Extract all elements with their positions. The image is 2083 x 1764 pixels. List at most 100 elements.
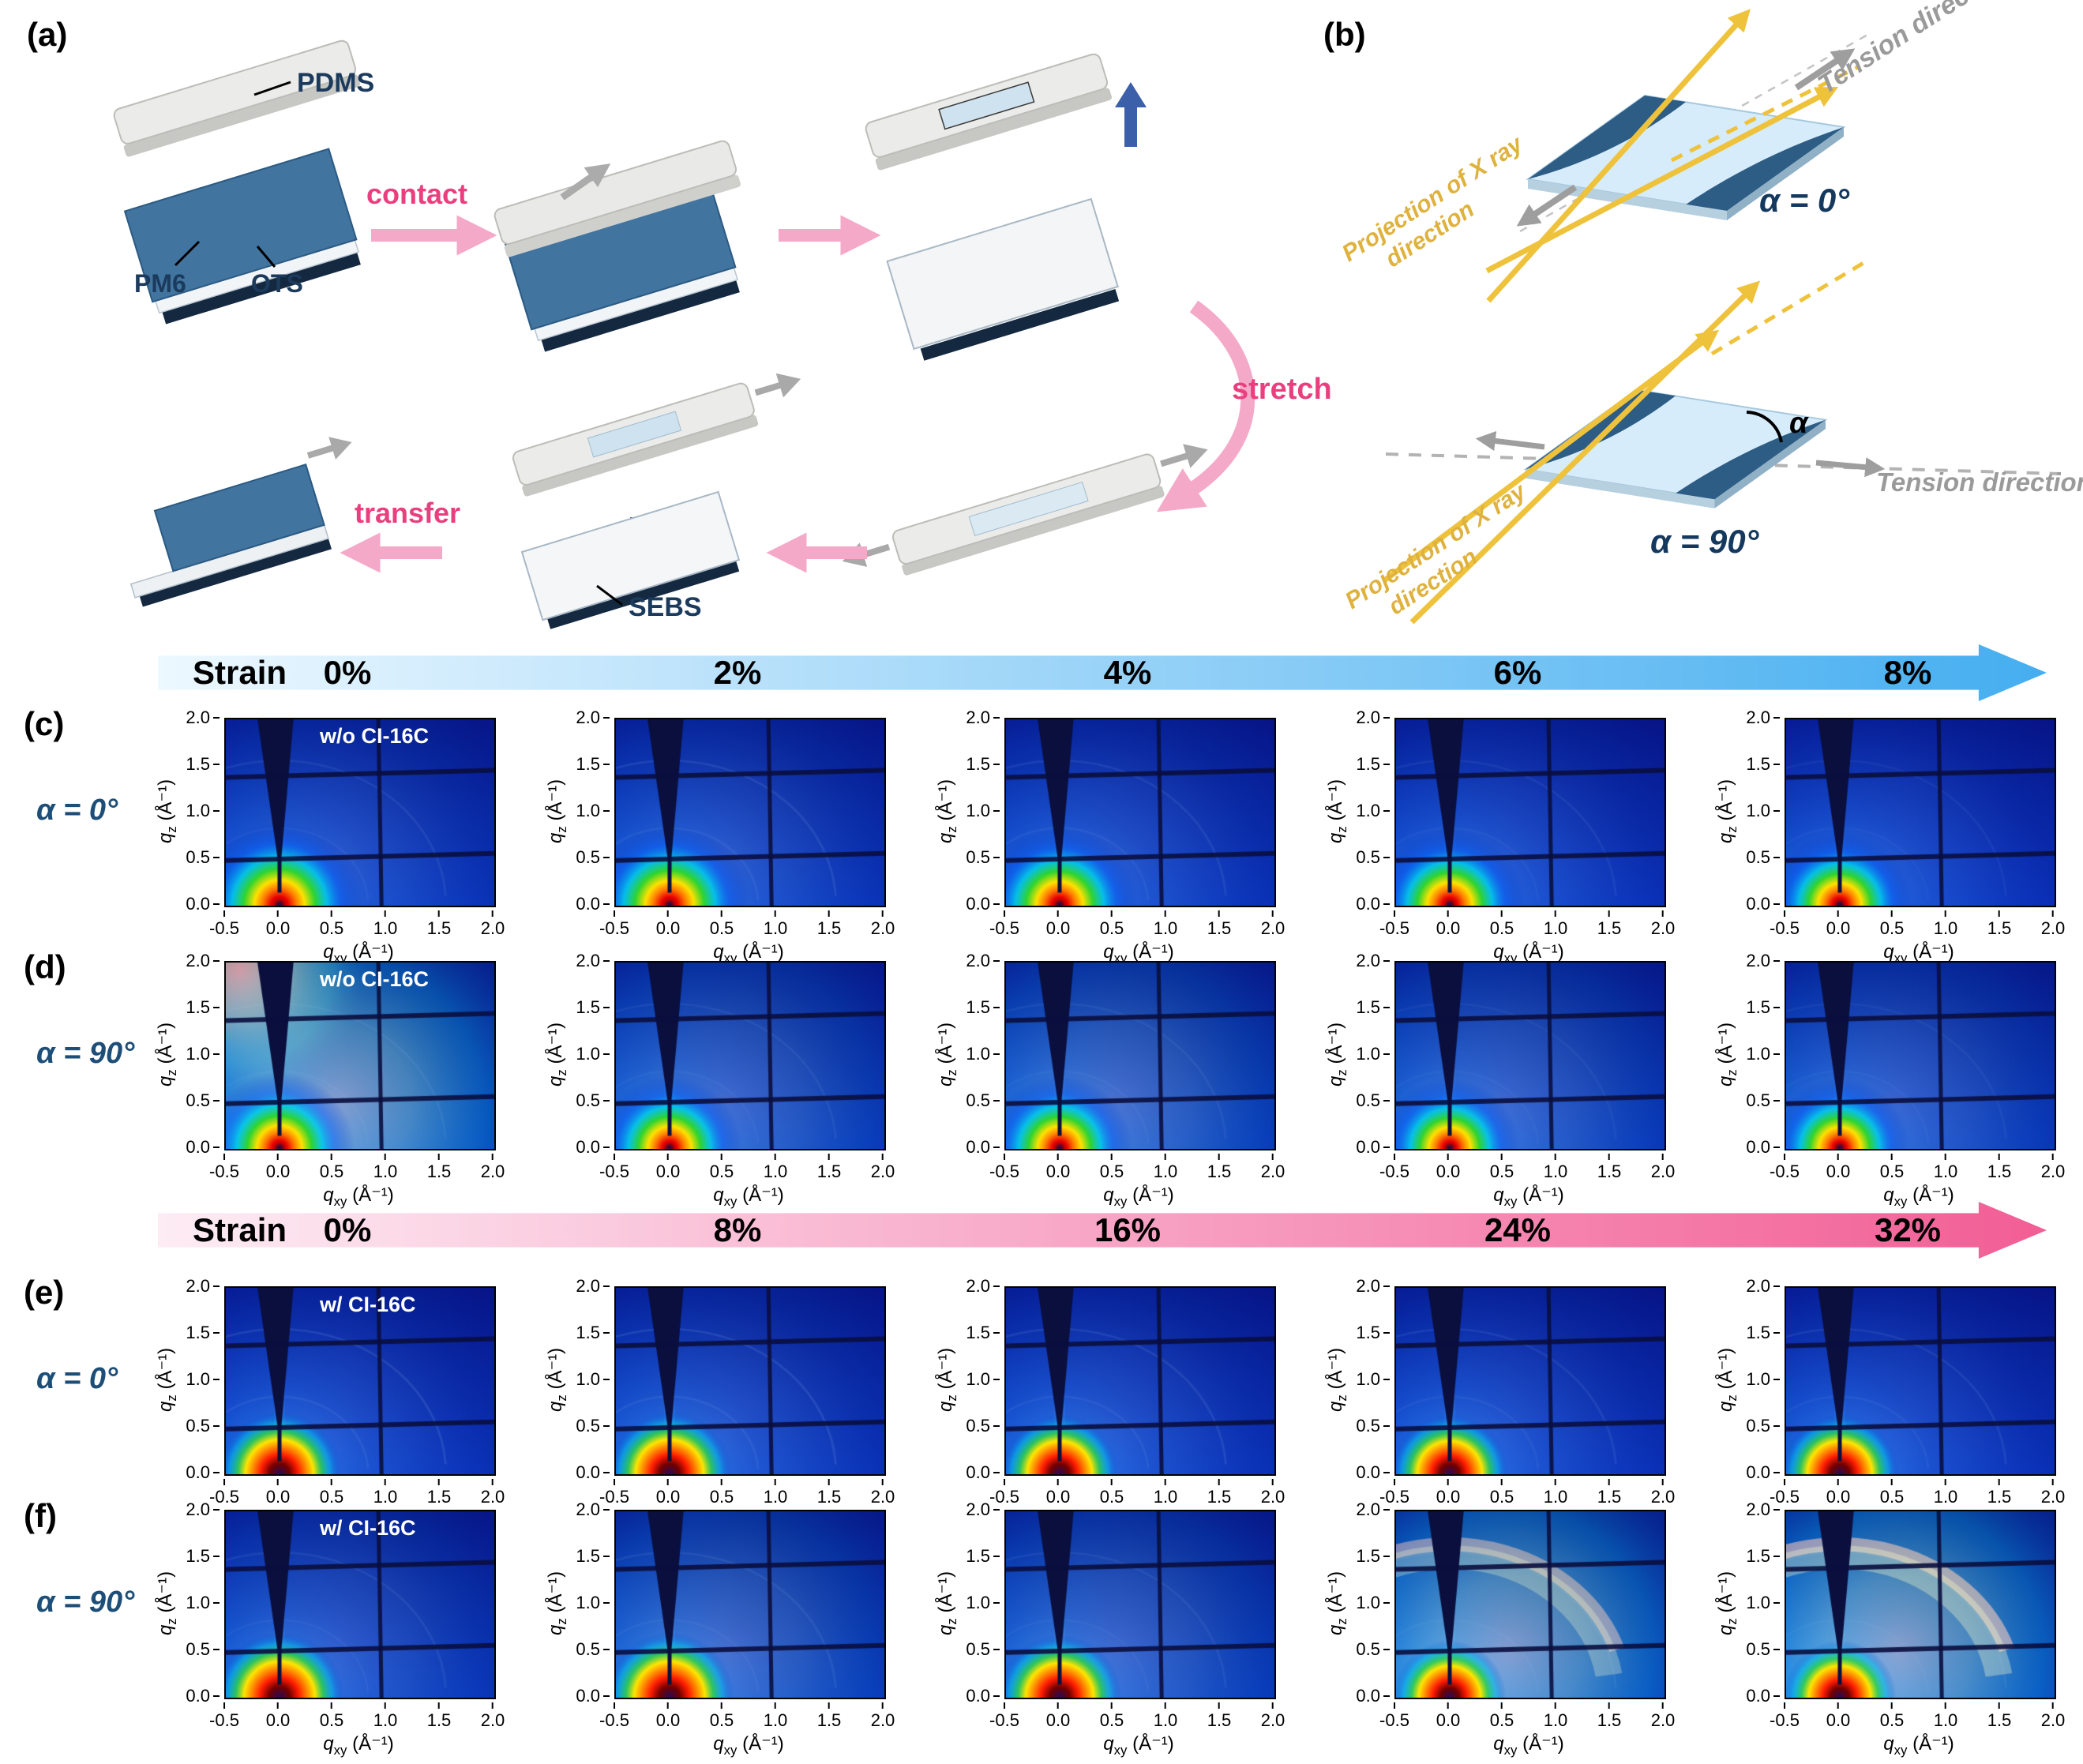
- x-tick-label: 1.0: [1153, 1710, 1178, 1730]
- x-tick-label: 0.5: [709, 1487, 734, 1507]
- x-tick-label: 0.0: [1045, 1487, 1071, 1507]
- x-axis-ticks: -0.5 0.0 0.5 1.0 1.5 2.0: [1379, 1481, 1675, 1507]
- pdms-pointer-line: [253, 81, 291, 96]
- x-axis-ticks: -0.5 0.0 0.5 1.0 1.5 2.0: [989, 1481, 1285, 1507]
- y-tick-label: 0.0: [1356, 1462, 1380, 1482]
- x-axis-label: qxy (Å⁻¹): [1103, 1733, 1174, 1758]
- y-tick-label: 1.5: [1746, 997, 1770, 1017]
- giwaxs-plot-cell: qz (Å⁻¹) 0.0 0.5 1.0 1.5 2.0 -0.5 0.0 0.5 1.0 1.…: [914, 951, 1304, 1215]
- x-tick-label: 0.5: [1879, 1710, 1905, 1730]
- x-tick-label: 1.5: [1207, 1487, 1232, 1507]
- x-tick-label: 1.5: [1597, 1710, 1622, 1730]
- x-tick-label: 0.5: [319, 918, 344, 938]
- x-tick-label: 1.5: [1207, 918, 1232, 938]
- y-tick-label: 0.0: [576, 1462, 600, 1482]
- panel-b-schematic: (b) Tension direction Projection of X ra…: [1323, 0, 2083, 625]
- y-tick-label: 1.0: [1746, 1593, 1770, 1612]
- giwaxs-row-f: (f) α = 90° qz (Å⁻¹) 0.0 0.5 1.0 1.5 2.0 w/ C…: [0, 1497, 2083, 1764]
- contact-label: contact: [366, 178, 467, 210]
- x-tick-label: 1.5: [1207, 1162, 1232, 1181]
- x-tick-label: 0.0: [265, 1487, 291, 1507]
- y-axis-ticks: 0.0 0.5 1.0 1.5 2.0: [1350, 1499, 1390, 1706]
- giwaxs-plot-cell: qz (Å⁻¹) 0.0 0.5 1.0 1.5 2.0 w/ CI-16C -0.5 0…: [134, 1276, 524, 1541]
- giwaxs-plot-cell: qz (Å⁻¹) 0.0 0.5 1.0 1.5 2.0 -0.5 0.0 0.5 1.0 1.…: [1695, 1276, 2083, 1541]
- giwaxs-plot-cell: qz (Å⁻¹) 0.0 0.5 1.0 1.5 2.0 -0.5 0.0 0.5 1.0 1.…: [524, 951, 914, 1215]
- y-axis-ticks: 0.0 0.5 1.0 1.5 2.0: [1740, 1276, 1780, 1482]
- giwaxs-plot-cell: qz (Å⁻¹) 0.0 0.5 1.0 1.5 2.0 -0.5 0.0 0.5 1.0 1.…: [914, 1276, 1304, 1541]
- x-tick-label: 1.5: [1987, 1162, 2012, 1181]
- sebs-substrate: [520, 490, 741, 629]
- stack-film-removed: [886, 197, 1120, 361]
- x-tick-label: 1.0: [1153, 1487, 1178, 1507]
- giwaxs-image-frame: [1004, 961, 1276, 1150]
- x-axis-label: qxy (Å⁻¹): [323, 1184, 394, 1209]
- x-axis-ticks: -0.5 0.0 0.5 1.0 1.5 2.0: [599, 1155, 895, 1181]
- x-tick-label: 1.5: [426, 1162, 452, 1181]
- y-tick-label: 1.0: [1356, 1369, 1380, 1389]
- x-axis-label: qxy (Å⁻¹): [323, 1733, 394, 1758]
- strain-title-2: Strain: [193, 1211, 287, 1248]
- y-tick-label: 0.5: [186, 1639, 210, 1659]
- x-tick-label: 0.5: [1879, 918, 1905, 938]
- pm6-ots-stack: [123, 148, 361, 325]
- giwaxs-heatmap: [1786, 1288, 2055, 1474]
- y-tick-label: 0.0: [186, 1137, 210, 1157]
- strain-value: 2%: [713, 654, 762, 691]
- strain-value: 16%: [1094, 1211, 1162, 1248]
- y-tick-label: 0.5: [576, 1639, 600, 1659]
- x-tick-label: 0.0: [1045, 1710, 1071, 1730]
- y-tick-label: 0.5: [1746, 1090, 1770, 1110]
- panel-a-schematic: (a) PDMS PM6 OTS contact: [27, 16, 1332, 629]
- y-tick-label: 0.0: [966, 1137, 990, 1157]
- y-tick-label: 0.0: [966, 894, 990, 914]
- y-tick-label: 2.0: [966, 951, 990, 970]
- giwaxs-heatmap: [1006, 963, 1274, 1149]
- x-tick-label: 2.0: [870, 918, 895, 938]
- x-axis-ticks: -0.5 0.0 0.5 1.0 1.5 2.0: [599, 1481, 895, 1507]
- x-tick-label: 2.0: [2040, 1162, 2066, 1181]
- x-tick-label: 1.5: [426, 1487, 452, 1507]
- giwaxs-heatmap: [1786, 963, 2055, 1149]
- y-axis-label: qz (Å⁻¹): [155, 1022, 180, 1087]
- row-label-e: (e): [24, 1274, 65, 1311]
- x-axis-ticks: -0.5 0.0 0.5 1.0 1.5 2.0: [209, 912, 505, 938]
- x-tick-label: -0.5: [1770, 1162, 1800, 1181]
- giwaxs-image-frame: [614, 1286, 886, 1476]
- x-axis-ticks: -0.5 0.0 0.5 1.0 1.5 2.0: [209, 1481, 505, 1507]
- pdms-with-film: [865, 53, 1112, 171]
- x-tick-label: 1.5: [816, 1162, 842, 1181]
- x-tick-label: 0.5: [319, 1162, 344, 1181]
- alpha-symbol: α: [1789, 407, 1809, 440]
- giwaxs-plot-cell: qz (Å⁻¹) 0.0 0.5 1.0 1.5 2.0 -0.5 0.0 0.5 1.0 1.…: [914, 707, 1304, 972]
- x-tick-label: 1.5: [1207, 1710, 1232, 1730]
- y-tick-label: 1.0: [1746, 1044, 1770, 1064]
- pm6-pointer-line: [174, 240, 201, 267]
- y-tick-label: 2.0: [576, 707, 600, 727]
- stretch-arrow: [1156, 300, 1255, 512]
- y-tick-label: 1.5: [966, 997, 990, 1017]
- x-axis-ticks: -0.5 0.0 0.5 1.0 1.5 2.0: [1379, 912, 1675, 938]
- strain-value: 8%: [1883, 654, 1932, 691]
- tension-direction-label-top: Tension direction: [1813, 0, 2016, 100]
- strain-value: 0%: [323, 654, 372, 691]
- x-axis-label: qxy (Å⁻¹): [323, 941, 394, 966]
- x-axis-ticks: -0.5 0.0 0.5 1.0 1.5 2.0: [1770, 1481, 2065, 1507]
- y-tick-label: 1.5: [966, 1323, 990, 1342]
- y-tick-label: 0.5: [576, 1416, 600, 1436]
- x-tick-label: 1.0: [1543, 918, 1568, 938]
- y-tick-label: 1.5: [576, 1546, 600, 1566]
- x-tick-label: 0.5: [709, 918, 734, 938]
- xray-arrow-2: [1381, 329, 1720, 584]
- x-tick-label: 0.0: [1826, 918, 1851, 938]
- y-tick-label: 1.5: [1356, 754, 1380, 774]
- x-tick-label: 0.5: [709, 1710, 734, 1730]
- y-axis-label: qz (Å⁻¹): [1715, 1347, 1740, 1412]
- y-axis-label: qz (Å⁻¹): [545, 779, 570, 843]
- y-tick-label: 0.5: [1356, 1090, 1380, 1110]
- x-tick-label: 1.5: [1987, 1710, 2012, 1730]
- x-tick-label: 1.5: [1987, 1487, 2012, 1507]
- film-on-sebs: [129, 437, 352, 607]
- y-tick-label: 1.0: [576, 801, 600, 820]
- strain-value: 0%: [323, 1211, 372, 1248]
- y-tick-label: 0.0: [1746, 1462, 1770, 1482]
